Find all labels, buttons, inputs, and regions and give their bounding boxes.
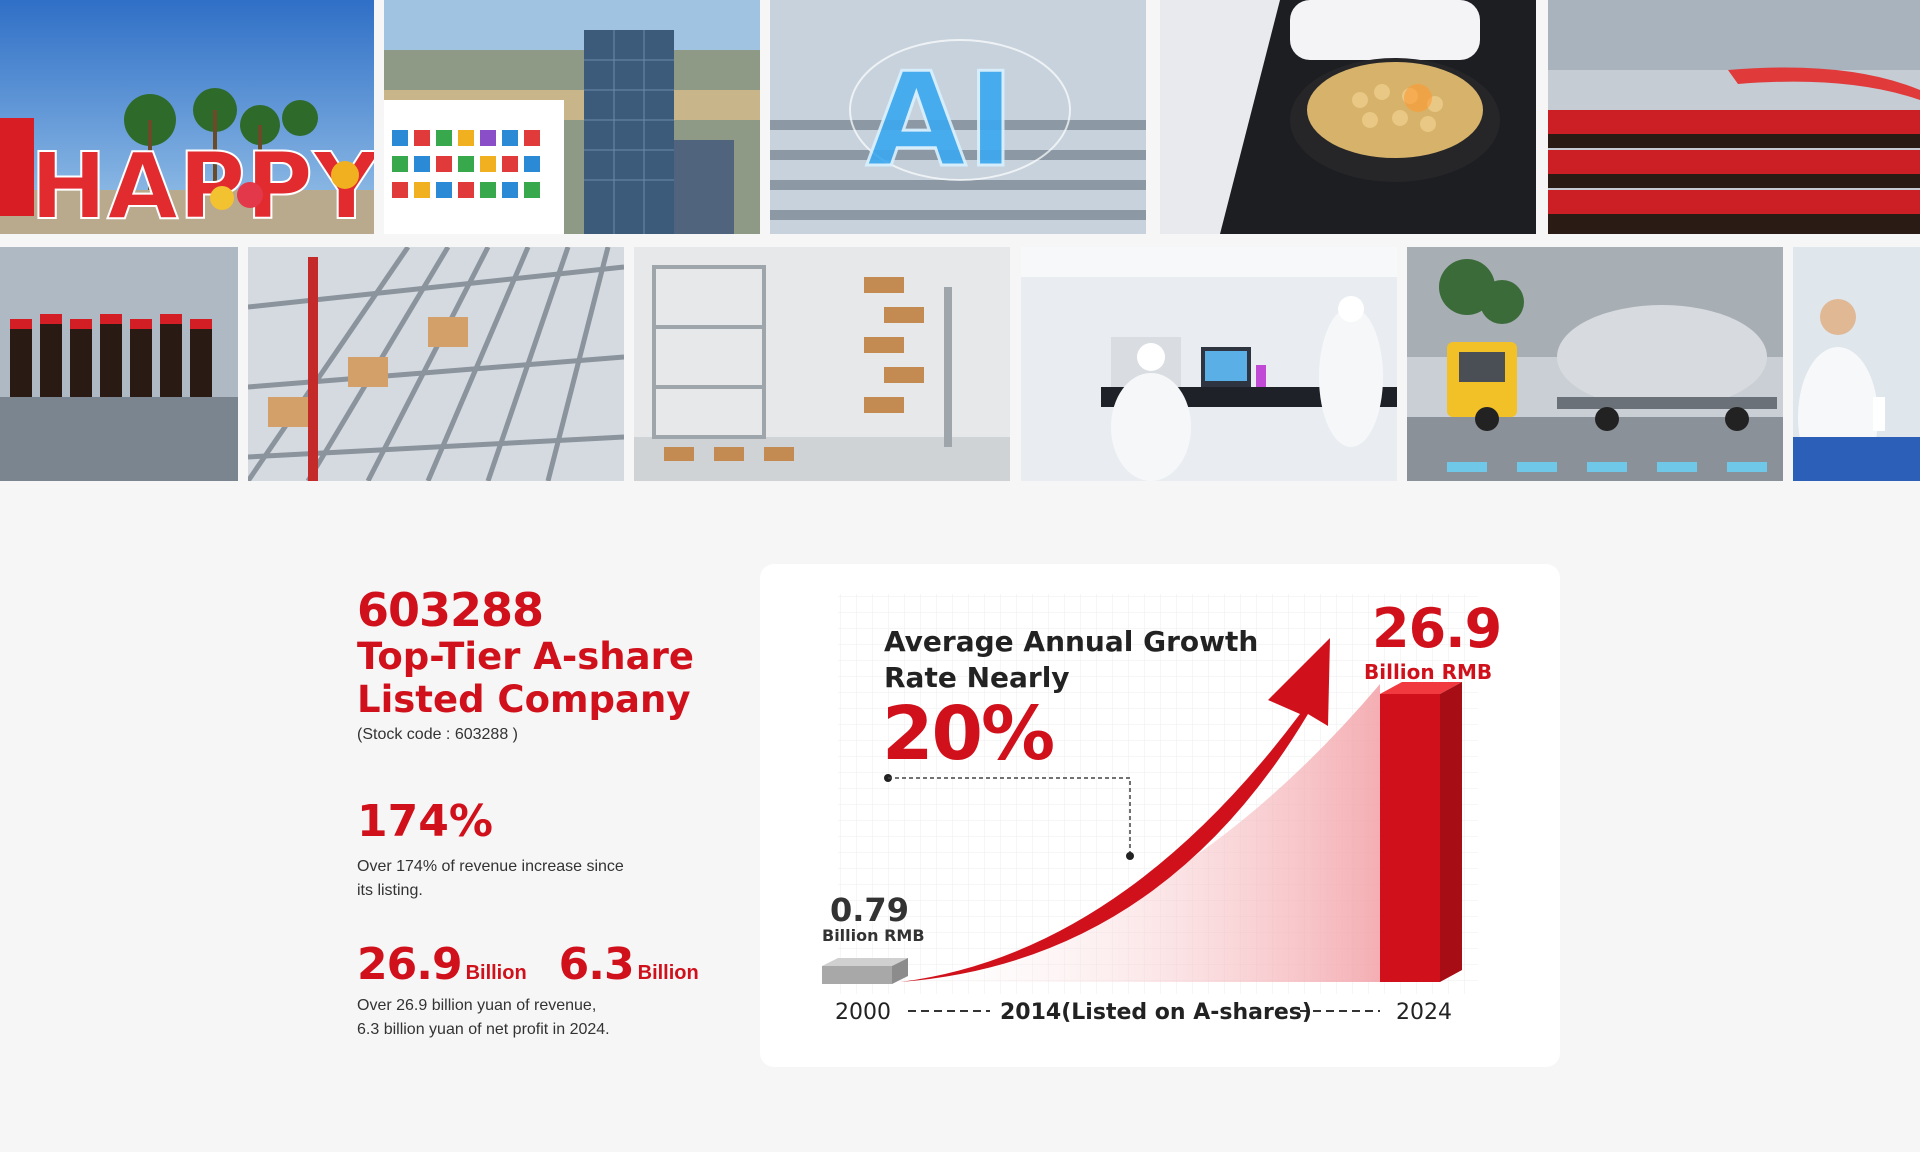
photo-automated-shelving <box>248 247 624 481</box>
growth-desc-line1: Over 174% of revenue increase since <box>357 858 624 875</box>
revenue-growth-block: 174% Over 174% of revenue increase since… <box>357 797 624 903</box>
bar-2024 <box>1380 682 1462 982</box>
headline-line1: Top-Tier A-share <box>357 635 694 678</box>
photo-ai-warehouse: AI <box>770 0 1146 234</box>
happy-sign-text: HAPPY <box>30 133 374 234</box>
photo-row-top: HAPPY AI <box>0 0 1920 234</box>
revenue-unit: Billion <box>465 962 527 984</box>
photo-lab-worker <box>1793 247 1920 481</box>
money-block: 26.9 Billion 6.3 Billion Over 26.9 billi… <box>357 940 777 1042</box>
photo-soybeans-machine <box>1160 0 1536 234</box>
stats-column: 603288 Top-Tier A-share Listed Company (… <box>357 583 737 1038</box>
photo-laboratory <box>1021 247 1397 481</box>
headline-line2: Listed Company <box>357 678 691 721</box>
money-row: 26.9 Billion 6.3 Billion <box>357 940 777 990</box>
photo-spiral-conveyor <box>634 247 1010 481</box>
rate-connector <box>884 774 1134 860</box>
growth-chart <box>822 594 1478 1012</box>
photo-factory-tower <box>384 0 760 234</box>
profit-value: 6.3 <box>558 939 635 990</box>
x-tick-2000: 2000 <box>835 1000 891 1025</box>
money-desc-line2: 6.3 billion yuan of net profit in 2024. <box>357 1021 610 1038</box>
growth-chart-card: Average Annual Growth Rate Nearly 20% 26… <box>760 564 1560 1067</box>
ai-text: AI <box>866 44 1015 196</box>
growth-area <box>880 684 1380 982</box>
start-unit-label: Billion RMB <box>822 926 925 945</box>
stock-code-note: (Stock code : 603288 ) <box>357 726 518 743</box>
end-value-label: 26.9 <box>1372 597 1502 660</box>
profit-unit: Billion <box>637 962 699 984</box>
end-unit-label: Billion RMB <box>1364 660 1493 684</box>
chart-title-line1: Average Annual Growth <box>884 625 1259 658</box>
photo-bottle-carousel <box>0 247 238 481</box>
chart-title-line2: Rate Nearly <box>884 661 1070 694</box>
growth-percent: 174% <box>357 796 493 847</box>
photo-tanker-vehicle <box>1407 247 1783 481</box>
x-tick-2024: 2024 <box>1396 1000 1452 1025</box>
revenue-value: 26.9 <box>357 939 463 990</box>
money-desc-line1: Over 26.9 billion yuan of revenue, <box>357 997 597 1014</box>
growth-arrow <box>900 638 1330 982</box>
start-value-label: 0.79 <box>830 891 909 929</box>
photo-row-bottom <box>0 247 1920 481</box>
growth-rate-value: 20% <box>882 691 1055 777</box>
bar-2000 <box>822 958 908 984</box>
stock-code-big: 603288 <box>357 583 544 637</box>
photo-bottling-line <box>1548 0 1920 234</box>
photo-happy-sign: HAPPY <box>0 0 374 234</box>
x-tick-2014: 2014(Listed on A-shares) <box>1000 1000 1312 1025</box>
chart-title: Average Annual Growth Rate Nearly <box>884 624 1264 696</box>
growth-desc-line2: its listing. <box>357 882 423 899</box>
